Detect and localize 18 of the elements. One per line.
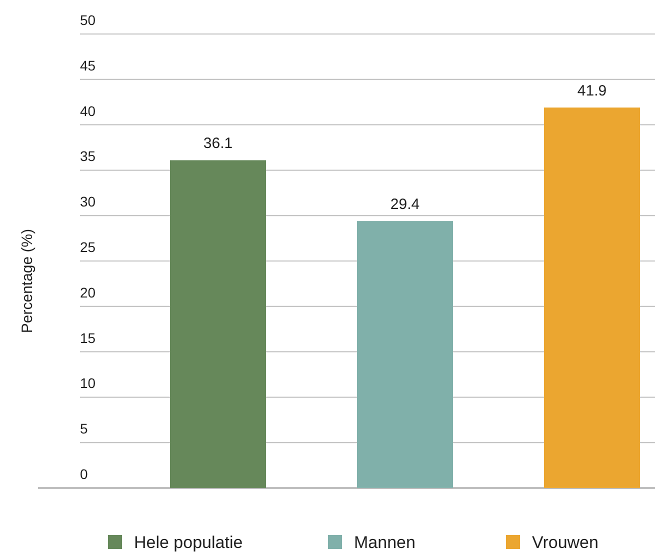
- y-tick-label: 20: [80, 284, 96, 300]
- y-tick-label: 0: [80, 466, 88, 482]
- y-tick-label: 50: [80, 12, 96, 28]
- legend-label: Hele populatie: [134, 533, 243, 552]
- y-axis-title: Percentage (%): [19, 228, 36, 334]
- y-tick-label: 45: [80, 57, 96, 74]
- data-label: 29.4: [390, 196, 420, 214]
- y-tick-label: 40: [80, 102, 96, 119]
- legend-label: Mannen: [354, 533, 416, 552]
- legend-label: Vrouwen: [532, 533, 598, 552]
- data-label: 36.1: [203, 135, 233, 152]
- y-tick-label: 35: [80, 148, 96, 164]
- y-tick-label: 30: [80, 194, 96, 210]
- y-tick-label: 10: [80, 375, 96, 392]
- y-tick-label: 15: [80, 330, 96, 346]
- y-tick-label: 5: [80, 420, 88, 437]
- y-tick-label: 25: [80, 239, 96, 255]
- data-label: 41.9: [577, 82, 607, 100]
